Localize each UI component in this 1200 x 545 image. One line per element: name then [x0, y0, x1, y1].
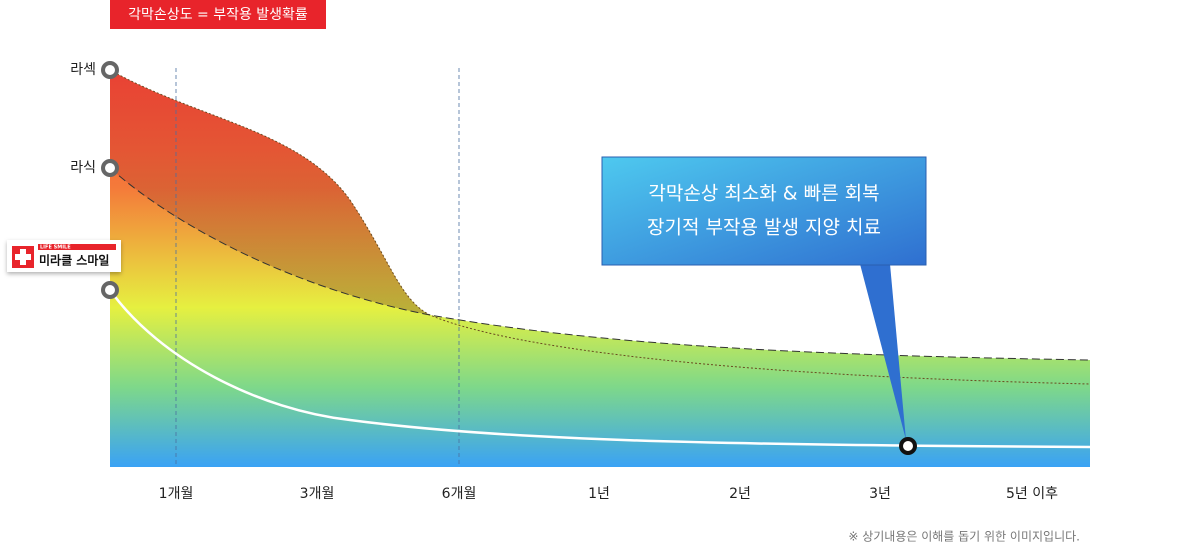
lasik-curve — [109, 167, 1091, 361]
callout-pointer — [860, 264, 906, 440]
smile-label: 미라클 스마일 — [39, 253, 109, 268]
smile-curve — [108, 289, 1091, 449]
timeline: 1개월 3개월 6개월 1년 2년 3년 5년 이후 — [159, 486, 1058, 502]
lasek-label: 라섹 — [70, 62, 96, 78]
header-label: 각막손상도 = 부작용 발생확률 — [128, 7, 308, 23]
timeline-label: 1년 — [588, 486, 610, 502]
area — [110, 70, 1090, 467]
callout: 각막손상 최소화 & 빠른 회복 장기적 부작용 발생 지양 치료 — [601, 156, 927, 440]
lasik-label: 라식 — [70, 160, 96, 176]
point — [101, 159, 119, 177]
logo-brand: LIFE SMILE — [40, 245, 71, 251]
smile-logo: LIFE SMILE 미라클 스마일 — [7, 240, 121, 272]
timeline-label: 2년 — [729, 486, 751, 502]
timeline-label: 3개월 — [300, 486, 335, 502]
logo-bar — [38, 244, 116, 250]
callout-line: 장기적 부작용 발생 지양 치료 — [647, 217, 881, 239]
footnote: ※ 상기내용은 이해를 돕기 위한 이미지입니다. — [848, 530, 1080, 544]
lasek-region — [110, 70, 430, 315]
smile-target-point — [899, 437, 917, 455]
point — [101, 281, 119, 299]
callout-box — [601, 156, 927, 266]
timeline-label: 3년 — [869, 486, 891, 502]
callout-line: 각막손상 최소화 & 빠른 회복 — [648, 183, 879, 205]
timeline-label: 6개월 — [442, 486, 477, 502]
header-box — [110, 0, 326, 29]
timeline-label: 1개월 — [159, 486, 194, 502]
logo-cross — [15, 254, 31, 260]
timeline-label: 5년 이후 — [1006, 486, 1058, 502]
point — [101, 61, 119, 79]
lasek-curve — [109, 69, 1091, 385]
